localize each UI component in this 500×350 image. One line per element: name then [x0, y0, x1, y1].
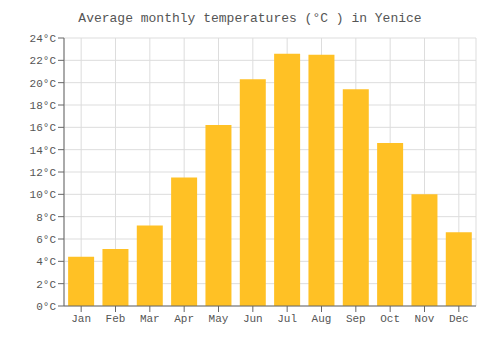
svg-text:Dec: Dec: [449, 313, 469, 325]
svg-text:2°C: 2°C: [36, 279, 56, 291]
svg-text:Oct: Oct: [380, 313, 400, 325]
svg-text:Mar: Mar: [140, 313, 160, 325]
svg-text:22°C: 22°C: [30, 55, 57, 67]
svg-text:10°C: 10°C: [30, 189, 57, 201]
html-text:Average monthly temperatures (: Average monthly temperatures (°C ) in Ye…: [78, 11, 422, 26]
svg-text:May: May: [209, 313, 229, 325]
svg-text:Feb: Feb: [106, 313, 126, 325]
svg-text:Sep: Sep: [346, 313, 366, 325]
svg-text:0°C: 0°C: [36, 301, 56, 313]
svg-text:Aug: Aug: [312, 313, 332, 325]
svg-text:14°C: 14°C: [30, 145, 57, 157]
svg-text:24°C: 24°C: [30, 33, 57, 45]
svg-text:18°C: 18°C: [30, 100, 57, 112]
svg-text:16°C: 16°C: [30, 122, 57, 134]
svg-text:Nov: Nov: [415, 313, 435, 325]
svg-text:Jan: Jan: [71, 313, 91, 325]
svg-text:Jun: Jun: [243, 313, 263, 325]
svg-text:8°C: 8°C: [36, 212, 56, 224]
svg-text:20°C: 20°C: [30, 78, 57, 90]
svg-text:6°C: 6°C: [36, 234, 56, 246]
svg-text:Jul: Jul: [277, 313, 297, 325]
svg-text:Apr: Apr: [174, 313, 194, 325]
svg-text:4°C: 4°C: [36, 256, 56, 268]
svg-text:12°C: 12°C: [30, 167, 57, 179]
